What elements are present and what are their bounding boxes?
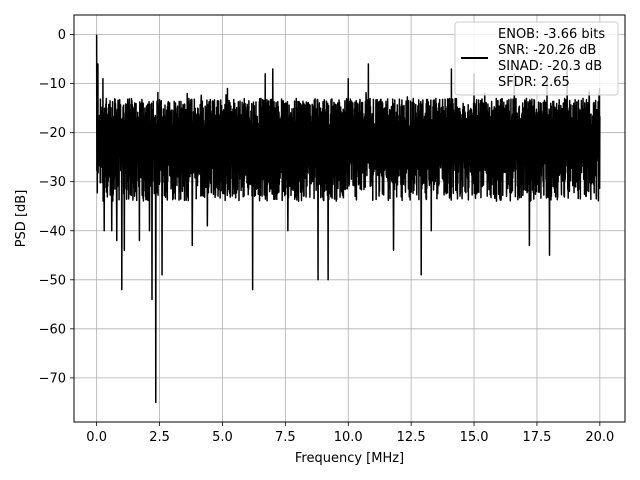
y-tick-label: −10 <box>39 77 66 92</box>
x-tick-label: 7.5 <box>275 430 296 445</box>
x-tick-label: 2.5 <box>149 430 170 445</box>
x-tick-label: 12.5 <box>397 430 426 445</box>
y-tick-label: −40 <box>39 224 66 239</box>
x-tick-label: 17.5 <box>522 430 551 445</box>
x-axis: 0.0 2.5 5.0 7.5 10.0 12.5 15.0 17.5 20.0 <box>86 422 614 445</box>
psd-series-line <box>95 34 601 404</box>
x-tick-label: 10.0 <box>334 430 363 445</box>
x-tick-label: 20.0 <box>585 430 614 445</box>
x-tick-label: 0.0 <box>86 430 107 445</box>
y-tick-label: −20 <box>39 126 66 141</box>
x-axis-label: Frequency [MHz] <box>295 451 404 466</box>
y-tick-label: −30 <box>39 175 66 190</box>
legend-line-2: SNR: -20.26 dB <box>498 43 596 58</box>
legend-line-3: SINAD: -20.3 dB <box>498 59 602 74</box>
y-tick-label: −50 <box>39 273 66 288</box>
y-axis: 0 −10 −20 −30 −40 −50 −60 −70 <box>39 28 74 386</box>
y-axis-label: PSD [dB] <box>14 190 29 248</box>
legend-box <box>454 21 619 96</box>
legend-line-1: ENOB: -3.66 bits <box>498 27 605 42</box>
axes-frame <box>73 14 626 423</box>
y-tick-label: −70 <box>39 371 66 386</box>
x-tick-label: 15.0 <box>460 430 489 445</box>
y-tick-label: 0 <box>58 28 66 43</box>
y-tick-label: −60 <box>39 322 66 337</box>
x-tick-label: 5.0 <box>212 430 233 445</box>
legend: ENOB: -3.66 bits SNR: -20.26 dB SINAD: -… <box>454 21 619 96</box>
legend-line-4: SFDR: 2.65 <box>498 75 570 90</box>
series-layer <box>95 34 601 404</box>
